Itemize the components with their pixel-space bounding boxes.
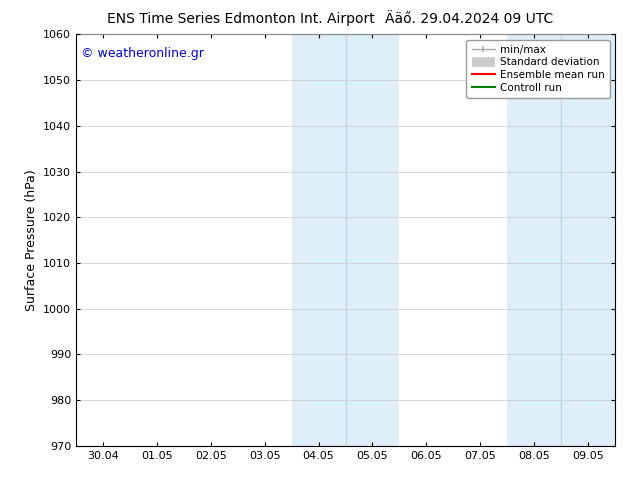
Y-axis label: Surface Pressure (hPa): Surface Pressure (hPa) (25, 169, 37, 311)
Bar (507, 34, 615, 446)
Legend: min/max, Standard deviation, Ensemble mean run, Controll run: min/max, Standard deviation, Ensemble me… (467, 40, 610, 98)
Text: © weatheronline.gr: © weatheronline.gr (81, 47, 204, 60)
Bar (292, 34, 399, 446)
Text: ENS Time Series Edmonton Int. Airport: ENS Time Series Edmonton Int. Airport (107, 12, 375, 26)
Text: Ääő. 29.04.2024 09 UTC: Ääő. 29.04.2024 09 UTC (385, 12, 553, 26)
